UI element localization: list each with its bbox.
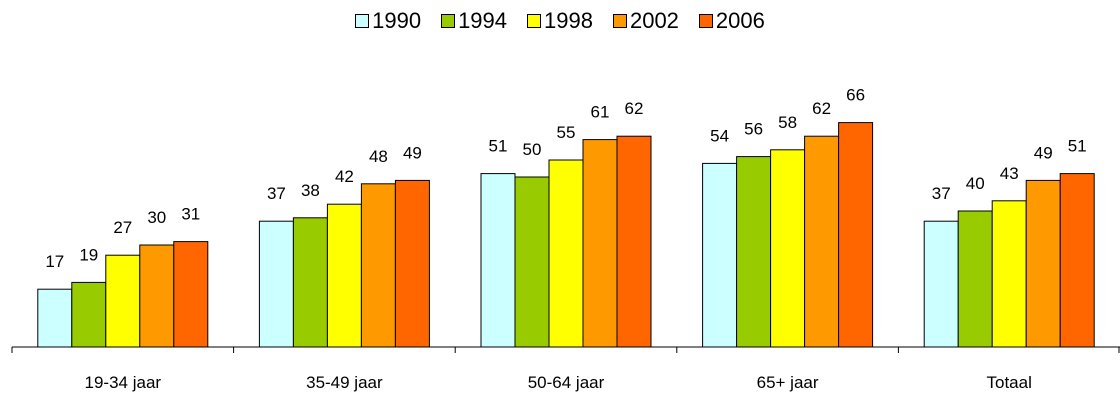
bar-1998-5 [991, 200, 1027, 348]
legend-label-1990: 1990 [372, 8, 422, 33]
data-label-2006-1: 31 [181, 205, 200, 224]
data-label-1990-5: 37 [932, 184, 951, 203]
x-tick-label-4: 65+ jaar [757, 373, 819, 392]
data-label-1994-4: 56 [744, 120, 763, 139]
data-label-1998-3: 55 [557, 123, 576, 142]
legend-label-1998: 1998 [544, 8, 593, 33]
legend-label-1994: 1994 [458, 8, 508, 33]
legend-label-2002: 2002 [629, 8, 679, 33]
data-label-1990-4: 54 [710, 126, 729, 145]
data-label-1998-5: 43 [1000, 164, 1019, 183]
data-label-1990-3: 51 [489, 137, 508, 156]
bar-2002-5 [1025, 179, 1061, 348]
bar-2002-4 [804, 135, 840, 348]
bar-2006-2 [394, 179, 430, 348]
data-label-2006-4: 66 [846, 86, 865, 105]
data-label-2006-5: 51 [1068, 137, 1087, 156]
x-tick-label-3: 50-64 jaar [528, 373, 605, 392]
bar-2006-5 [1059, 173, 1095, 348]
data-label-2002-1: 30 [147, 208, 166, 227]
bar-1990-3 [480, 173, 516, 348]
legend-swatch-2002 [612, 14, 627, 28]
data-label-1994-3: 50 [523, 140, 542, 159]
bar-1998-3 [548, 159, 584, 348]
legend-swatch-1990 [355, 14, 370, 28]
legend: 1990 1994 1998 2002 2006 [0, 8, 1120, 34]
legend-item-2006: 2006 [698, 8, 765, 34]
bar-2006-3 [616, 135, 652, 348]
data-label-1994-2: 38 [301, 181, 320, 200]
bar-1994-2 [292, 217, 328, 348]
bar-1990-2 [258, 220, 294, 348]
data-label-1990-1: 17 [45, 252, 64, 271]
bar-1998-1 [105, 254, 141, 348]
legend-item-1998: 1998 [527, 8, 593, 34]
bar-2002-3 [582, 139, 618, 348]
legend-item-1990: 1990 [355, 8, 421, 34]
data-label-1990-2: 37 [267, 184, 286, 203]
bar-1998-2 [326, 203, 362, 348]
data-label-2002-3: 61 [591, 103, 610, 122]
bar-1998-4 [770, 149, 806, 348]
data-label-2002-2: 48 [369, 147, 388, 166]
legend-item-1994: 1994 [441, 8, 507, 34]
legend-swatch-1994 [441, 14, 456, 28]
data-label-1994-5: 40 [966, 174, 985, 193]
legend-label-2006: 2006 [715, 8, 765, 33]
bar-2002-2 [360, 183, 396, 348]
x-tick-label-1: 19-34 jaar [85, 373, 162, 392]
bar-1990-1 [37, 288, 73, 348]
bar-1994-5 [957, 210, 993, 348]
data-label-2002-4: 62 [812, 99, 831, 118]
bar-1990-5 [923, 220, 959, 348]
bar-1994-3 [514, 176, 550, 348]
bar-1994-1 [71, 281, 107, 348]
data-label-2002-5: 49 [1034, 143, 1053, 162]
bar-2006-4 [838, 122, 874, 348]
legend-swatch-1998 [527, 14, 542, 28]
data-label-1998-1: 27 [113, 218, 132, 237]
x-tick-label-5: Totaal [987, 373, 1032, 392]
data-label-2006-2: 49 [403, 143, 422, 162]
legend-item-2002: 2002 [612, 8, 679, 34]
x-tick-label-2: 35-49 jaar [306, 373, 383, 392]
data-label-1998-2: 42 [335, 167, 354, 186]
data-label-1994-1: 19 [79, 245, 98, 264]
legend-swatch-2006 [698, 14, 713, 28]
data-label-2006-3: 62 [625, 99, 644, 118]
bar-2002-1 [139, 244, 175, 348]
bar-1990-4 [702, 162, 738, 348]
data-label-1998-4: 58 [778, 113, 797, 132]
bar-2006-1 [173, 241, 209, 348]
bar-1994-4 [736, 156, 772, 348]
